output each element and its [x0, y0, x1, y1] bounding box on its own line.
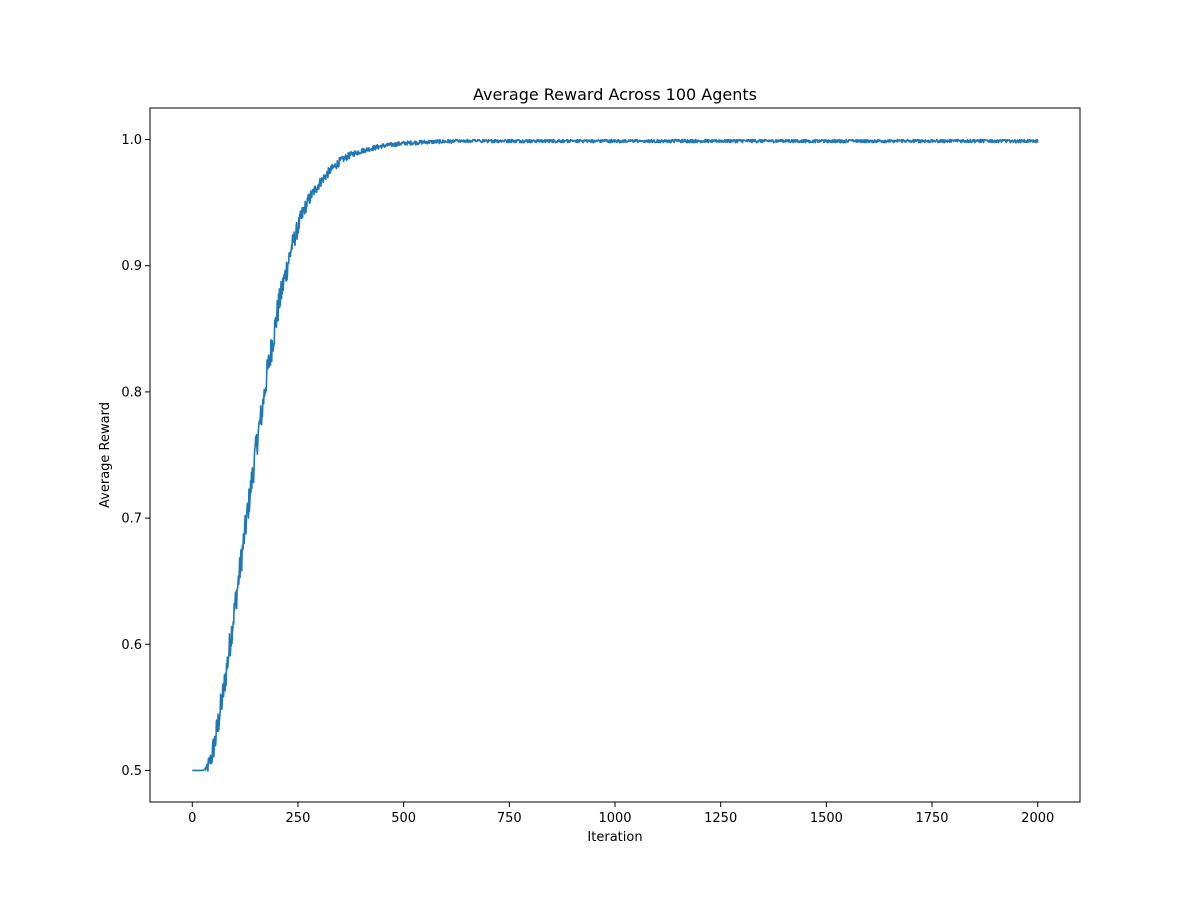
x-tick-label: 1250 — [704, 811, 737, 826]
chart-title: Average Reward Across 100 Agents — [473, 85, 757, 104]
y-tick-label: 0.6 — [121, 638, 142, 653]
x-tick-label: 2000 — [1021, 811, 1054, 826]
plot-area — [191, 138, 1039, 772]
x-tick-label: 1500 — [810, 811, 843, 826]
y-axis-label: Average Reward — [98, 402, 113, 508]
y-tick-label: 0.5 — [121, 764, 142, 779]
x-tick-label: 500 — [391, 811, 416, 826]
x-axis: 0 250 500 750 1000 1250 1500 1750 2000 — [188, 802, 1054, 826]
y-tick-label: 1.0 — [121, 133, 142, 148]
y-tick-label: 0.8 — [121, 385, 142, 400]
x-tick-label: 0 — [188, 811, 196, 826]
x-tick-label: 1000 — [598, 811, 631, 826]
x-tick-label: 250 — [286, 811, 311, 826]
x-tick-label: 1750 — [915, 811, 948, 826]
y-axis: 0.5 0.6 0.7 0.8 0.9 1.0 — [121, 133, 150, 779]
x-axis-label: Iteration — [587, 830, 642, 845]
plot-frame — [149, 107, 1081, 803]
y-tick-label: 0.7 — [121, 512, 142, 527]
x-tick-label: 750 — [497, 811, 522, 826]
y-tick-label: 0.9 — [121, 259, 142, 274]
series-line — [191, 138, 1039, 772]
